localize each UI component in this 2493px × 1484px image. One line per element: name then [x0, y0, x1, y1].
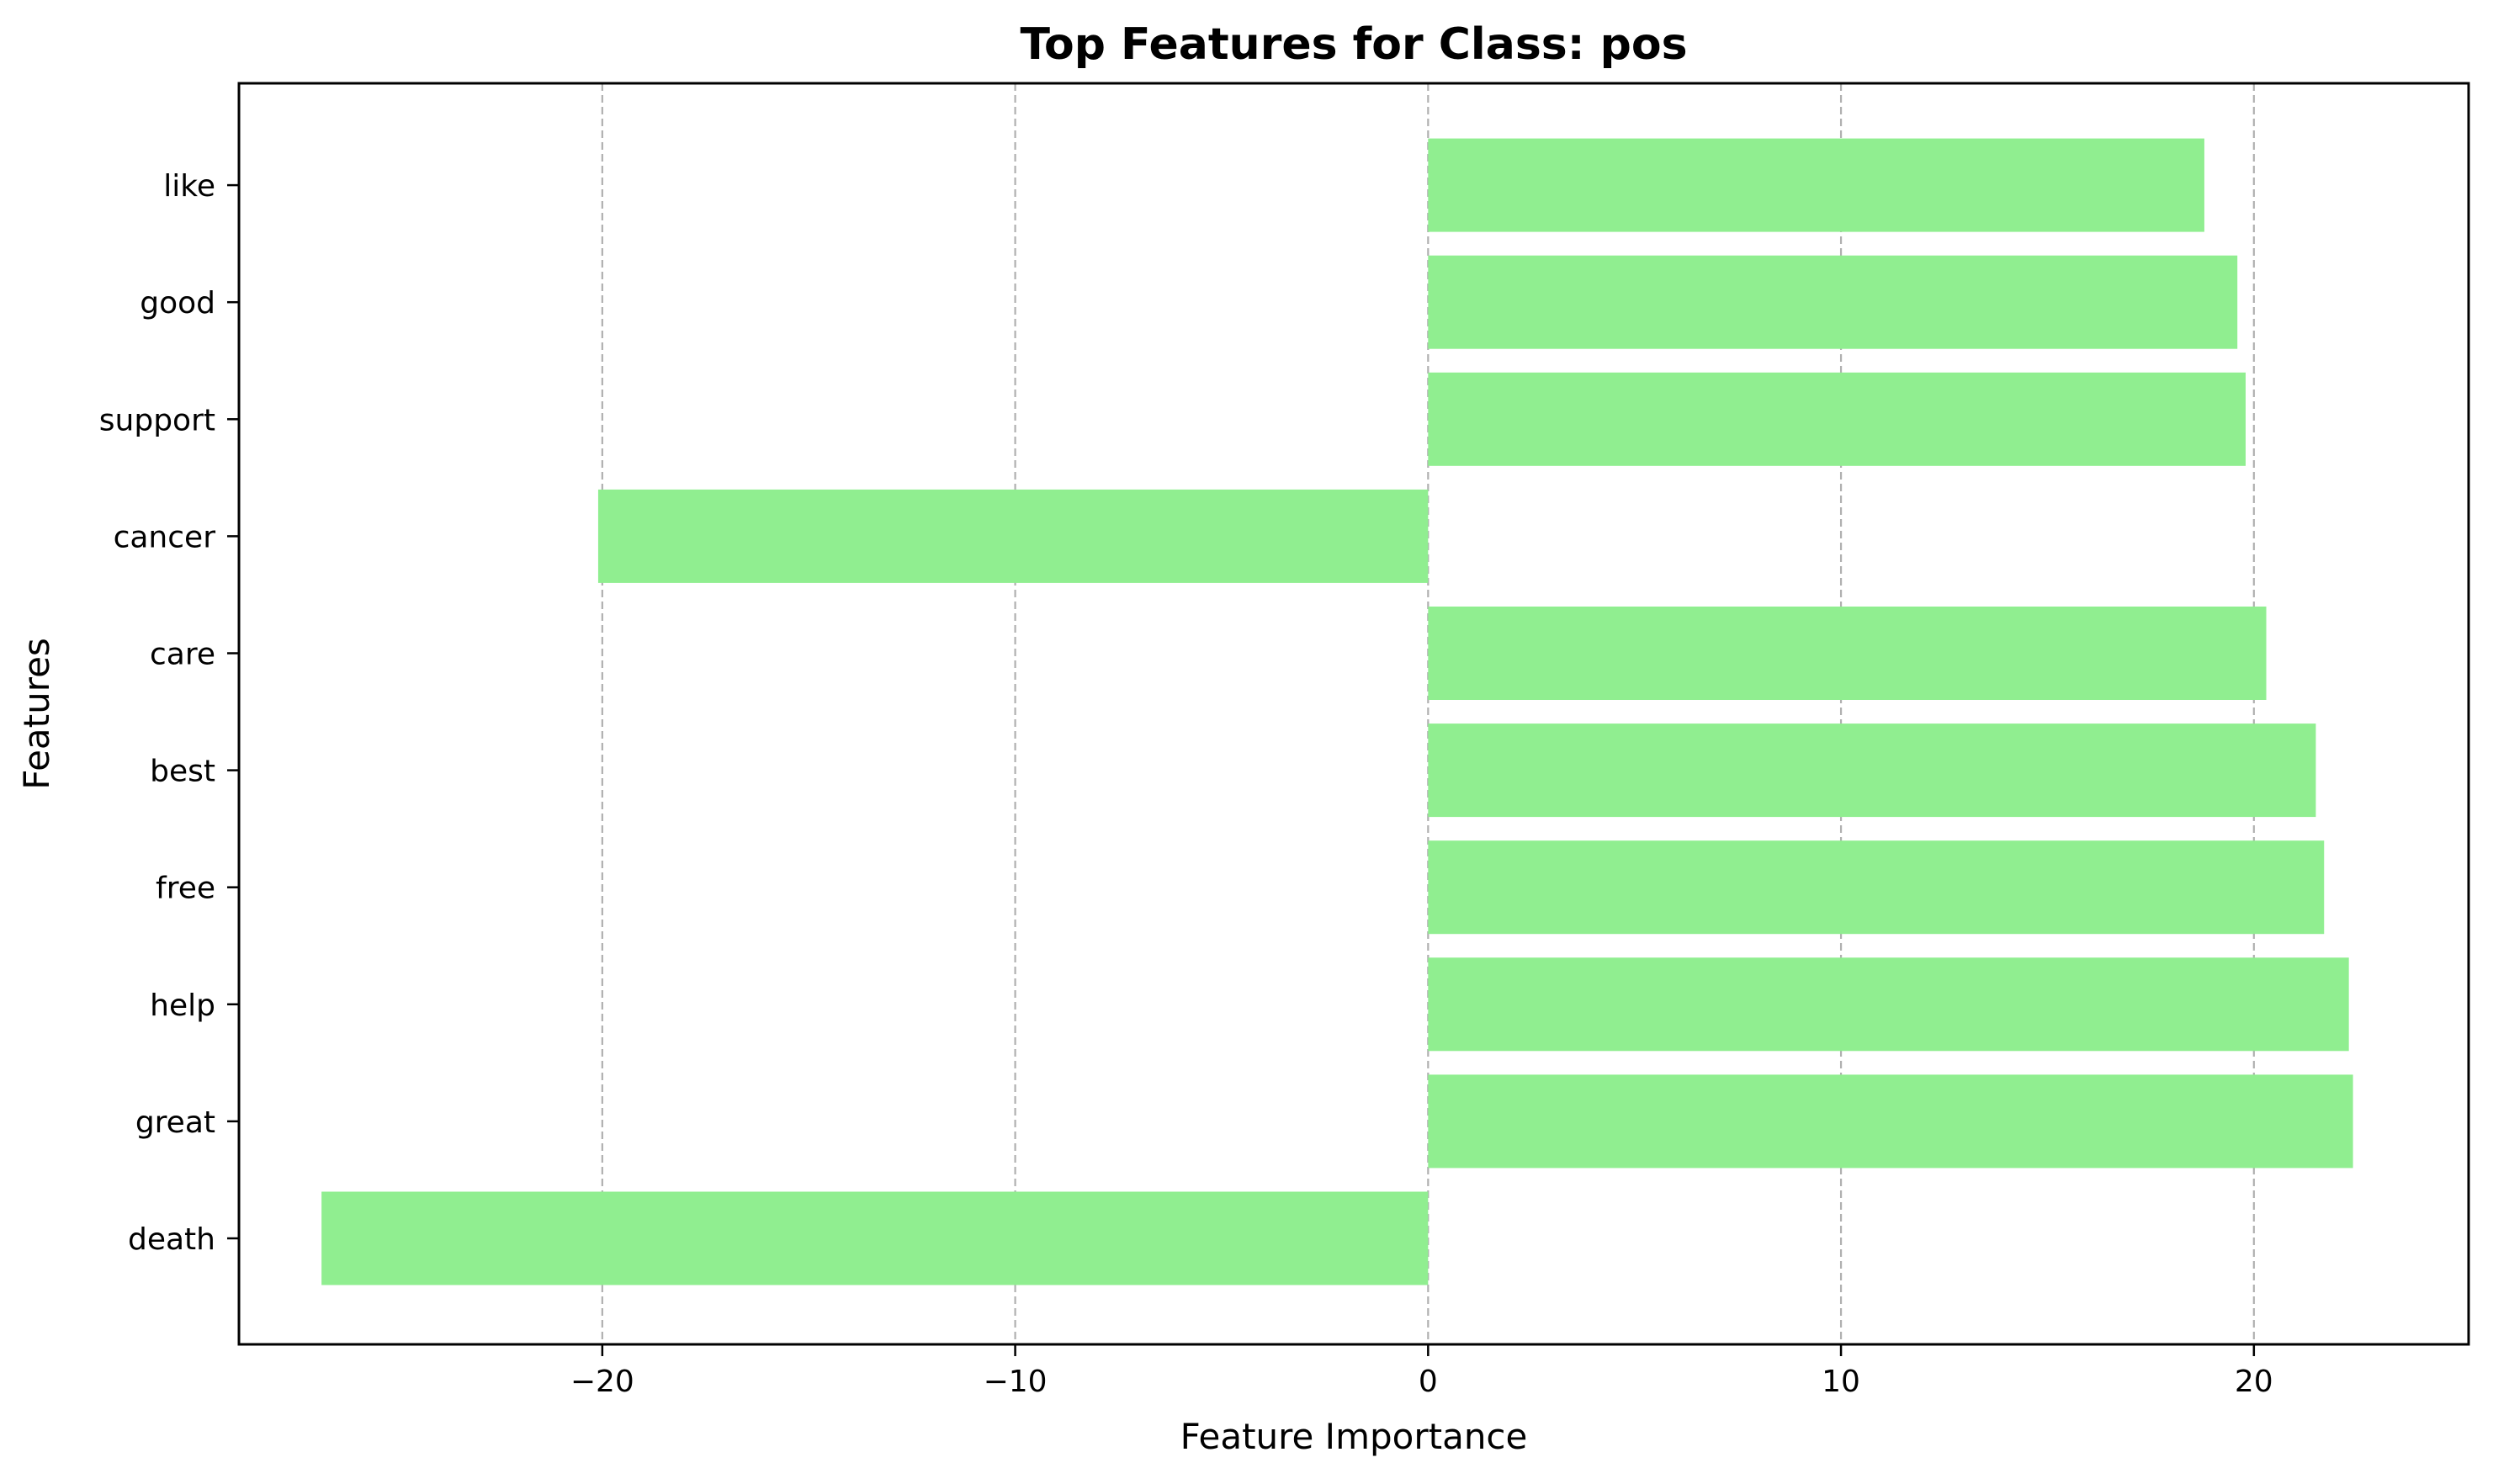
- y-tick-label: help: [150, 988, 215, 1023]
- y-tick-label: like: [163, 169, 215, 204]
- y-tick-label: free: [156, 872, 215, 906]
- x-tick-label: 20: [2235, 1365, 2273, 1399]
- plot-frame: [237, 82, 2470, 1346]
- x-tick-label: −10: [984, 1365, 1048, 1399]
- x-tick-label: −20: [570, 1365, 634, 1399]
- bar-help: [1428, 957, 2349, 1052]
- bar-great: [1428, 1074, 2353, 1169]
- chart-title: Top Features for Class: pos: [1020, 19, 1687, 70]
- x-tick-label: 10: [1822, 1365, 1860, 1399]
- y-ticks: death great help free best care cancer support g…: [99, 169, 239, 1257]
- y-tick-label: good: [140, 286, 215, 321]
- y-tick-label: care: [150, 638, 215, 672]
- bar-good: [1428, 255, 2238, 349]
- bars: [321, 138, 2353, 1285]
- y-tick-label: great: [135, 1105, 215, 1140]
- bar-support: [1428, 372, 2246, 466]
- y-tick-label: death: [128, 1222, 215, 1257]
- bar-cancer: [597, 489, 1429, 583]
- y-tick-label: cancer: [114, 520, 216, 554]
- bar-death: [321, 1191, 1429, 1285]
- bar-free: [1428, 840, 2325, 935]
- y-tick-label: support: [99, 403, 215, 437]
- bar-care: [1428, 607, 2267, 700]
- bar-best: [1428, 723, 2316, 818]
- bar-like: [1428, 138, 2204, 232]
- y-axis-label: Features: [16, 638, 57, 790]
- x-tick-label: 0: [1419, 1365, 1438, 1399]
- y-tick-label: best: [150, 755, 215, 789]
- x-ticks: −20 −10 0 10 20: [570, 1344, 2273, 1399]
- x-axis-label: Feature Importance: [1180, 1416, 1528, 1457]
